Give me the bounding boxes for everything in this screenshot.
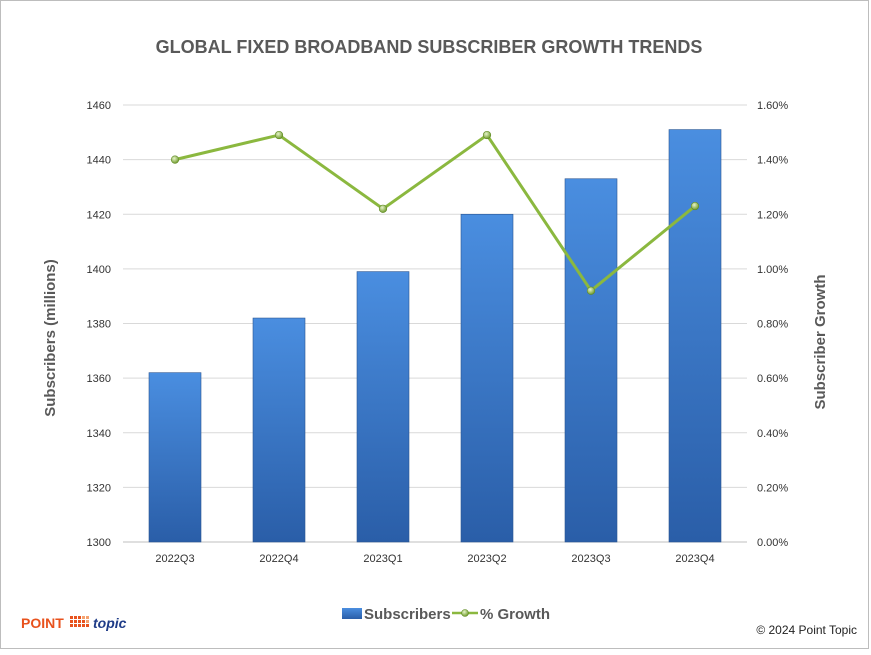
growth-point-2023Q4 xyxy=(690,201,700,211)
bar-2023Q4 xyxy=(668,129,722,543)
y2-tick-label: 0.00% xyxy=(757,537,788,549)
x-tick-label: 2023Q4 xyxy=(675,553,714,565)
y2-tick-label: 1.60% xyxy=(757,100,788,112)
x-tick-label: 2022Q4 xyxy=(259,553,298,565)
bar-2023Q2 xyxy=(460,213,514,543)
y2-tick-label: 0.20% xyxy=(757,482,788,494)
y2-tick-label: 1.40% xyxy=(757,155,788,167)
x-tick-label: 2023Q1 xyxy=(363,553,402,565)
bar-2023Q3 xyxy=(564,178,618,543)
x-tick-label: 2023Q3 xyxy=(571,553,610,565)
logo-grid-icon xyxy=(70,616,89,627)
y2-axis-title: Subscriber Growth xyxy=(812,274,829,409)
y-tick-label: 1340 xyxy=(87,428,111,440)
growth-line-series xyxy=(170,130,700,295)
gridlines xyxy=(123,104,747,543)
y2-tick-label: 0.80% xyxy=(757,319,788,331)
x-tick-label: 2022Q3 xyxy=(155,553,194,565)
bar-2023Q1 xyxy=(356,271,410,543)
bar-2022Q4 xyxy=(252,317,306,543)
bar-series xyxy=(148,129,722,543)
x-tick-label: 2023Q2 xyxy=(467,553,506,565)
logo-topic-text: topic xyxy=(93,615,127,631)
right-axis-ticks: 0.00% 0.20% 0.40% 0.60% 0.80% 1.00% 1.20% 1.40%… xyxy=(757,100,788,549)
y-axis-title: Subscribers (millions) xyxy=(42,259,59,417)
y-tick-label: 1420 xyxy=(87,209,111,221)
logo-point-text: POINT xyxy=(21,615,64,631)
copyright-text: © 2024 Point Topic xyxy=(756,623,857,637)
y-tick-label: 1400 xyxy=(87,264,111,276)
y2-tick-label: 1.20% xyxy=(757,209,788,221)
y2-tick-label: 0.60% xyxy=(757,373,788,385)
y-tick-label: 1360 xyxy=(87,373,111,385)
y2-tick-label: 0.40% xyxy=(757,428,788,440)
y-tick-label: 1440 xyxy=(87,155,111,167)
legend-growth-label: % Growth xyxy=(480,606,550,623)
chart-title: GLOBAL FIXED BROADBAND SUBSCRIBER GROWTH… xyxy=(156,37,703,57)
left-axis-ticks: 1300 1320 1340 1360 1380 1400 1420 1440 1460 xyxy=(87,100,111,549)
point-topic-logo: POINT topic xyxy=(21,615,127,631)
growth-point-2022Q3 xyxy=(170,155,180,164)
y-tick-label: 1300 xyxy=(87,537,111,549)
growth-point-2023Q3 xyxy=(586,286,596,295)
legend-growth-swatch-dot xyxy=(461,609,469,617)
y-tick-label: 1380 xyxy=(87,319,111,331)
legend: Subscribers % Growth xyxy=(342,606,550,623)
y2-tick-label: 1.00% xyxy=(757,264,788,276)
growth-point-2023Q2 xyxy=(482,130,492,140)
bar-2022Q3 xyxy=(148,372,202,543)
growth-line xyxy=(174,133,696,293)
legend-subscribers-label: Subscribers xyxy=(364,606,451,623)
y-tick-label: 1320 xyxy=(87,482,111,494)
y-tick-label: 1460 xyxy=(87,100,111,112)
x-axis-ticks: 2022Q3 2022Q4 2023Q1 2023Q2 2023Q3 2023Q4 xyxy=(155,553,714,565)
legend-subscribers-swatch xyxy=(342,608,362,619)
growth-point-2022Q4 xyxy=(274,130,284,140)
growth-point-2023Q1 xyxy=(378,204,388,213)
